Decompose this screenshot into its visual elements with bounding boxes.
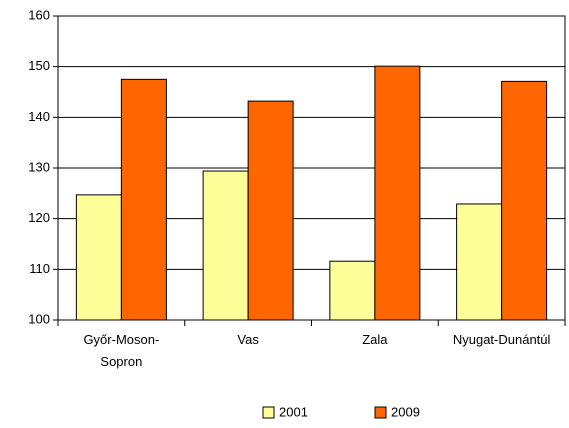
y-tick-label: 130 xyxy=(28,159,50,174)
y-tick-label: 100 xyxy=(28,311,50,326)
y-tick-label: 110 xyxy=(29,261,50,276)
bar xyxy=(202,170,249,321)
bar xyxy=(456,203,503,321)
x-tick-label: Győr-Moson-Sopron xyxy=(83,332,160,369)
bar xyxy=(329,260,376,321)
bar xyxy=(247,100,294,321)
bar xyxy=(501,80,548,321)
legend-swatch xyxy=(262,406,275,419)
y-tick-label: 160 xyxy=(28,7,50,22)
bar xyxy=(120,78,167,321)
bar xyxy=(374,65,421,321)
y-tick-label: 120 xyxy=(28,210,50,225)
bar xyxy=(75,194,122,321)
y-tick-label: 140 xyxy=(28,109,50,124)
plot-border xyxy=(57,15,566,321)
x-tick-label: Vas xyxy=(237,332,259,347)
legend-swatch xyxy=(374,406,387,419)
x-tick-label: Zala xyxy=(362,332,388,347)
legend-label: 2009 xyxy=(391,404,420,419)
legend-label: 2001 xyxy=(279,404,308,419)
x-tick-label: Nyugat-Dunántúl xyxy=(452,332,551,347)
y-tick-label: 150 xyxy=(28,58,50,73)
